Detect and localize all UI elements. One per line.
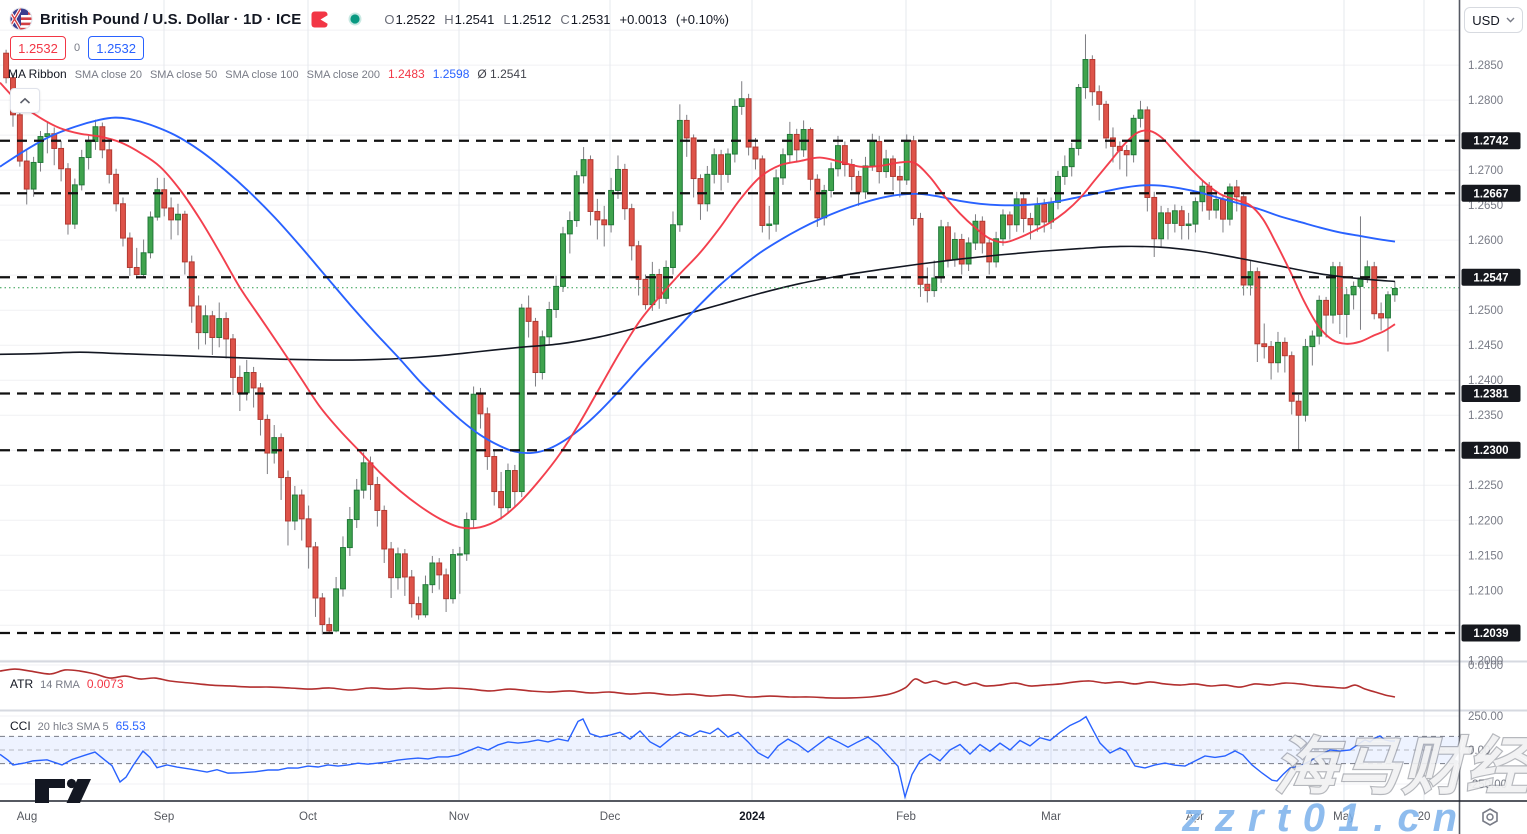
watermark-cjk-text: 海马财经	[1274, 733, 1527, 802]
open-value: 1.2522	[395, 11, 436, 27]
price-axis-label: 1.2800	[1468, 95, 1503, 107]
atr-title: ATR	[10, 677, 34, 691]
price-axis-label: 1.2350	[1468, 410, 1503, 422]
price-axis-label: 1.2200	[1468, 515, 1503, 527]
level-price-badge-text: 1.2667	[1473, 188, 1508, 200]
price-axis-label: 1.2000	[1468, 655, 1503, 667]
sma20-value: 1.2483	[387, 67, 425, 81]
ribbon-average-value: Ø 1.2541	[477, 67, 527, 81]
cci-axis-label: -250.00	[1468, 779, 1507, 791]
level-price-badge	[1461, 441, 1521, 459]
time-axis-label: May	[1333, 811, 1355, 823]
price-axis-label: 1.2250	[1468, 480, 1503, 492]
atr-params: 14 RMA	[40, 679, 80, 691]
cci-band	[0, 735, 1459, 765]
level-price-badge-text: 1.2742	[1473, 136, 1508, 148]
chevron-down-icon	[1506, 17, 1515, 23]
level-price-badge	[1461, 184, 1521, 202]
watermark-url-text: zzrt01.cn	[1181, 796, 1470, 834]
symbol-header: British Pound / U.S. Dollar · 1D · ICE O…	[8, 5, 729, 33]
symbol-title[interactable]: British Pound / U.S. Dollar · 1D · ICE	[40, 10, 302, 28]
timezone-gear-icon[interactable]	[1482, 808, 1498, 826]
ma-ribbon-title: MA Ribbon	[8, 67, 67, 81]
level-price-badge	[1461, 624, 1521, 642]
time-axis-label: Feb	[896, 811, 916, 823]
ma-ribbon-legend[interactable]: MA Ribbon SMA close 20 SMA close 50 SMA …	[8, 67, 527, 81]
atr-value: 0.0073	[86, 677, 124, 691]
time-axis-label: Dec	[600, 811, 621, 823]
price-axis-label: 1.2400	[1468, 375, 1503, 387]
close-value: 1.2531	[570, 11, 611, 27]
spread-value: 0	[74, 42, 81, 54]
ma-ribbon-lines	[0, 81, 1396, 530]
time-axis-label: Sep	[154, 811, 174, 823]
cci-axis-label: 0.00	[1468, 745, 1490, 757]
price-axis-label: 1.2650	[1468, 200, 1503, 212]
change-percent: (+0.10%)	[675, 11, 730, 27]
time-axis-label: Aug	[17, 811, 37, 823]
cci-value: 65.53	[115, 719, 146, 733]
ohlc-readout: O1.2522 H1.2541 L1.2512 C1.2531 +0.0013 …	[384, 11, 730, 27]
ma-ribbon-param-20: SMA close 20	[74, 69, 142, 81]
candlestick-series	[3, 34, 1398, 635]
ribbon-average-line	[0, 245, 1396, 361]
price-axis-label: 1.2450	[1468, 340, 1503, 352]
legend-collapse-button[interactable]	[10, 88, 40, 113]
cci-indicator-legend[interactable]: CCI 20 hlc3 SMA 5 65.53	[10, 719, 146, 733]
ma-ribbon-param-200: SMA close 200	[306, 69, 380, 81]
ice-exchange-icon	[311, 11, 329, 27]
buy-ask-button[interactable]: 1.2532	[88, 36, 145, 60]
cci-axis-label: 250.00	[1468, 711, 1503, 723]
level-price-badge-text: 1.2381	[1473, 389, 1509, 401]
currency-unit-label: USD	[1472, 12, 1500, 28]
chevron-up-icon	[19, 97, 31, 104]
market-open-dot-icon	[348, 12, 362, 26]
sma50-value: 1.2598	[432, 67, 470, 81]
bid-ask-row: 1.2532 0 1.2532	[10, 36, 145, 60]
time-axis[interactable]: Aug Sep Oct Nov Dec 2024 Feb Mar Apr May 20	[0, 802, 1527, 834]
grid-lines	[0, 0, 1459, 800]
time-axis-label: Apr	[1186, 811, 1204, 823]
price-axis-label: 1.2600	[1468, 235, 1503, 247]
ma-ribbon-param-100: SMA close 100	[225, 69, 299, 81]
sma50-line	[0, 116, 1396, 455]
atr-line	[0, 668, 1396, 699]
time-axis-label: Mar	[1041, 811, 1061, 823]
cci-params: 20 hlc3 SMA 5	[37, 721, 109, 733]
currency-unit-dropdown[interactable]: USD	[1464, 7, 1523, 33]
gbpusd-flag-icon	[9, 7, 33, 31]
change-value: +0.0013	[619, 11, 667, 27]
price-axis[interactable]: 1.2850 1.2800 1.2700 1.2650 1.2600 1.2500 1.24…	[1460, 0, 1527, 800]
price-axis-label: 1.2850	[1468, 60, 1503, 72]
level-price-badge-text: 1.2039	[1473, 628, 1508, 640]
time-axis-label: 2024	[739, 811, 765, 823]
price-axis-label: 1.2150	[1468, 550, 1503, 562]
atr-axis-label: 0.0100	[1468, 660, 1503, 672]
sell-bid-button[interactable]: 1.2532	[10, 36, 66, 60]
ma-ribbon-param-50: SMA close 50	[149, 69, 218, 81]
price-axis-label: 1.2500	[1468, 305, 1503, 317]
sma20-line	[0, 81, 1396, 530]
level-price-badge	[1461, 385, 1521, 403]
cci-line	[0, 715, 1395, 800]
time-axis-label: Nov	[449, 811, 470, 823]
high-value: 1.2541	[454, 11, 495, 27]
low-value: 1.2512	[511, 11, 552, 27]
price-axis-label: 1.2700	[1468, 165, 1503, 177]
price-axis-label: 1.2100	[1468, 585, 1503, 597]
level-price-badge-text: 1.2300	[1473, 445, 1508, 457]
time-axis-label: 20	[1418, 811, 1431, 823]
horizontal-level-lines[interactable]	[0, 139, 1459, 635]
tradingview-logo[interactable]	[35, 778, 91, 803]
time-axis-label: Oct	[299, 811, 318, 823]
level-price-badge	[1461, 132, 1521, 150]
level-price-badge	[1461, 268, 1521, 286]
cci-title: CCI	[10, 719, 31, 733]
level-price-badge-text: 1.2547	[1473, 272, 1508, 284]
atr-indicator-legend[interactable]: ATR 14 RMA 0.0073	[10, 677, 124, 691]
